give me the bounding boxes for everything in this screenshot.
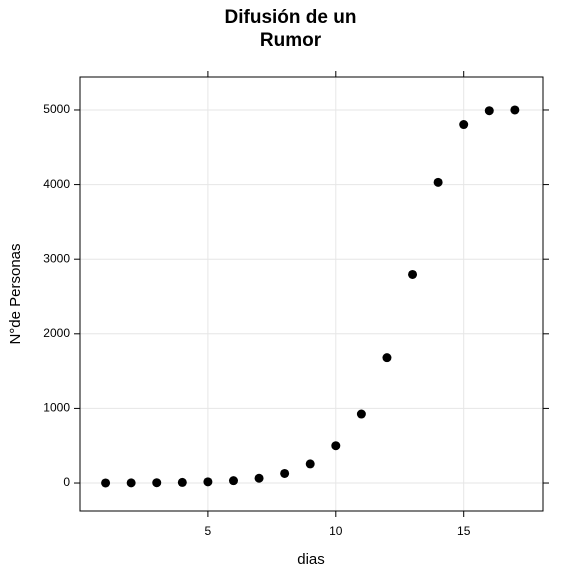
x-tick-label: 15	[457, 524, 471, 538]
chart-title: Difusión de un Rumor	[224, 7, 357, 51]
y-tick-label: 3000	[43, 251, 70, 265]
point	[228, 476, 238, 486]
point	[280, 468, 290, 478]
y-tick-label: 0	[63, 475, 70, 489]
point	[126, 478, 136, 488]
point	[305, 459, 315, 469]
point	[203, 477, 213, 487]
point	[331, 441, 341, 451]
y-tick-label: 2000	[43, 326, 70, 340]
point	[254, 473, 264, 483]
point	[177, 477, 187, 487]
x-axis-label: dias	[297, 551, 325, 568]
point	[408, 269, 418, 279]
y-tick-label: 1000	[43, 401, 70, 415]
y-tick-label: 5000	[43, 102, 70, 116]
y-axis-label: N°de Personas	[7, 243, 24, 344]
point	[484, 106, 494, 116]
plot-frame	[79, 76, 544, 512]
point	[459, 120, 469, 130]
point	[152, 478, 162, 488]
point	[510, 105, 520, 115]
point	[382, 353, 392, 363]
point	[433, 177, 443, 187]
point	[356, 409, 366, 419]
y-tick-label: 4000	[43, 177, 70, 191]
x-tick-label: 10	[329, 524, 343, 538]
x-tick-label: 5	[205, 524, 212, 538]
point	[101, 478, 111, 488]
